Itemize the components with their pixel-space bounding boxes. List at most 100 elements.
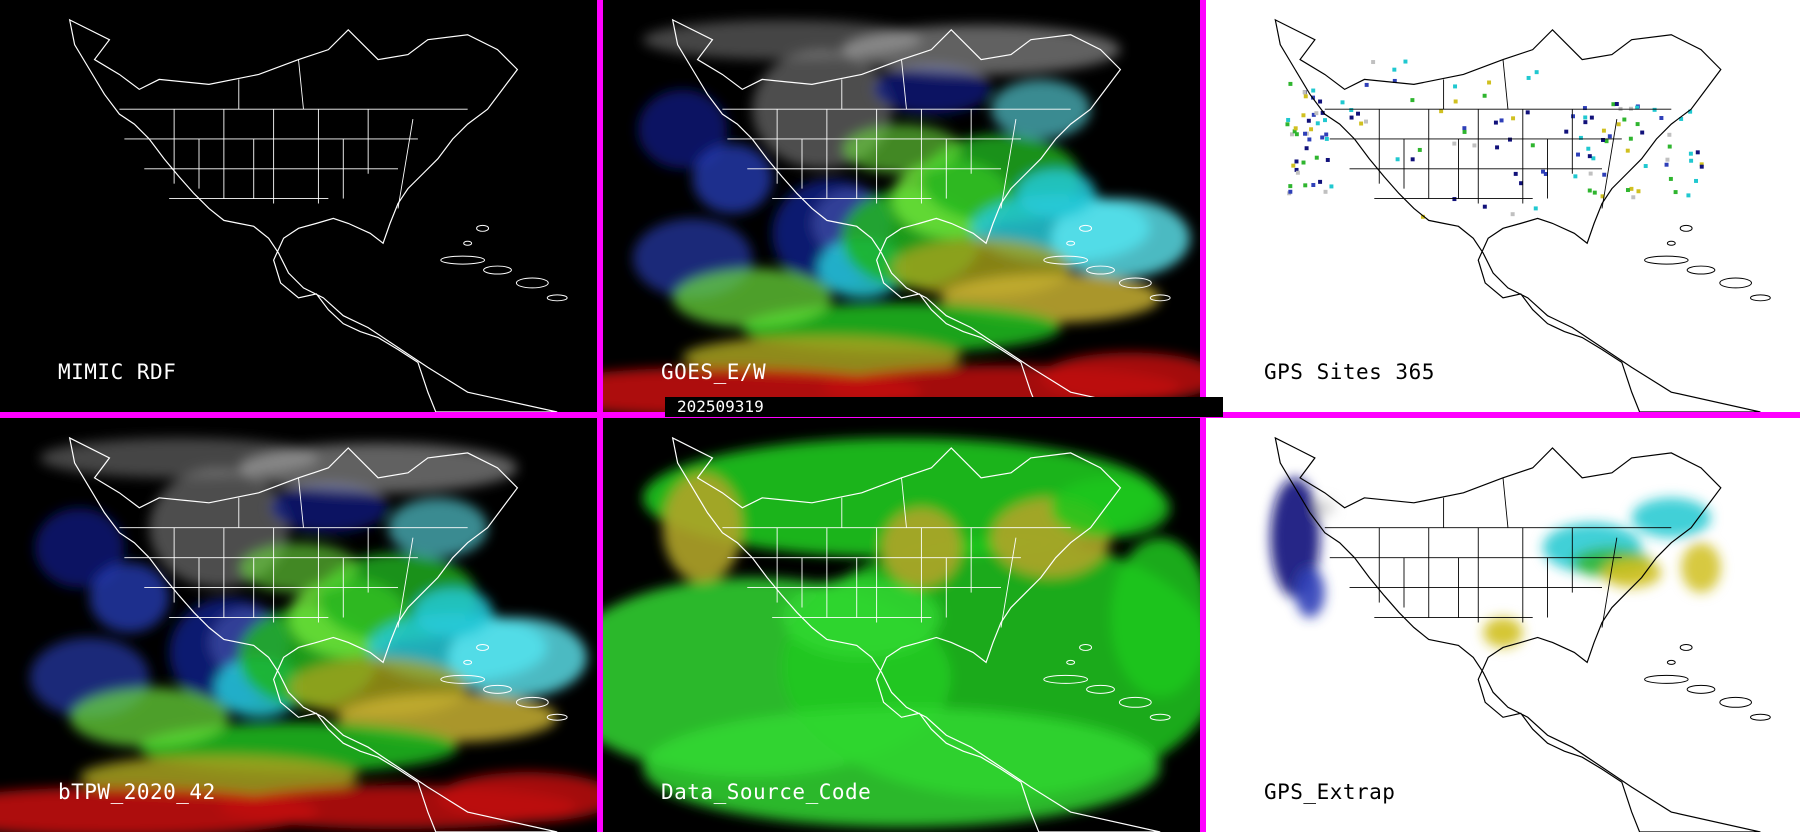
gps-site-marker xyxy=(1303,183,1308,188)
gps-site-marker xyxy=(1576,152,1580,157)
gps-site-marker xyxy=(1303,131,1308,136)
gps-site-marker xyxy=(1640,130,1645,135)
gps-site-marker xyxy=(1587,154,1592,159)
gps-site-marker xyxy=(1291,163,1296,168)
gps-site-marker xyxy=(1294,167,1299,172)
gps-site-marker xyxy=(1513,171,1518,176)
island-outline xyxy=(1086,265,1115,275)
gps-site-marker xyxy=(1588,171,1593,176)
panel-btpw: bTPW_2020_42 xyxy=(0,418,597,832)
state-boundary xyxy=(298,477,304,528)
island-outline xyxy=(546,294,568,302)
island-outline xyxy=(515,277,549,289)
island-outline xyxy=(1086,684,1115,694)
state-boundary xyxy=(1601,537,1618,628)
gps-site-marker xyxy=(1349,108,1354,113)
data-field-blob xyxy=(662,472,743,583)
state-boundary xyxy=(397,537,414,628)
gps-site-marker xyxy=(1543,171,1548,176)
gps-site-marker xyxy=(1688,151,1693,156)
island-outline xyxy=(476,643,490,651)
gps-site-marker xyxy=(1611,102,1616,107)
data-field-blob xyxy=(238,542,359,593)
gps-site-marker xyxy=(1371,60,1376,65)
gps-site-marker xyxy=(1295,170,1300,175)
gps-site-marker xyxy=(1533,206,1538,211)
data-field-layer xyxy=(0,437,597,832)
state-boundary xyxy=(901,477,907,528)
data-field-blob xyxy=(412,587,493,638)
gps-site-marker xyxy=(1309,127,1314,132)
gps-site-marker xyxy=(1487,80,1492,85)
data-field-blob xyxy=(268,482,389,533)
gps-site-marker xyxy=(1573,174,1578,179)
gps-site-marker xyxy=(1420,214,1425,219)
data-field-blob xyxy=(1483,617,1523,648)
data-field-blob xyxy=(34,507,125,588)
island-outline xyxy=(1750,294,1771,302)
gps-site-marker xyxy=(1583,115,1588,120)
panel-label: GPS Sites 365 xyxy=(1264,360,1435,384)
island-outline xyxy=(1644,255,1689,265)
map-canvas xyxy=(603,18,1200,412)
data-field-blob xyxy=(692,143,773,214)
gps-site-marker xyxy=(1589,115,1594,120)
data-field-blob xyxy=(238,442,518,493)
gps-site-marker xyxy=(1395,157,1400,162)
gps-site-marker xyxy=(1410,157,1415,162)
gps-site-marker xyxy=(1591,156,1596,161)
gps-site-marker xyxy=(1462,126,1467,131)
data-field-blob xyxy=(89,562,170,633)
island-outline xyxy=(463,240,473,246)
gps-site-marker xyxy=(1530,143,1535,148)
island-outline xyxy=(440,674,486,684)
gps-site-marker xyxy=(1364,82,1369,87)
gps-site-marker xyxy=(1586,146,1591,151)
coastline xyxy=(1274,18,1761,412)
gps-site-marker xyxy=(1583,120,1588,125)
panel-label: bTPW_2020_42 xyxy=(58,780,216,804)
gps-site-marker xyxy=(1452,197,1457,202)
gps-site-marker xyxy=(1571,114,1575,119)
gps-site-marker xyxy=(1482,204,1487,209)
data-field-blob xyxy=(1110,537,1200,698)
gps-site-marker xyxy=(1417,147,1422,152)
gps-site-marker xyxy=(1659,116,1664,120)
gps-site-marker xyxy=(1340,100,1345,105)
gps-site-marker xyxy=(1694,178,1699,183)
gps-site-marker xyxy=(1587,188,1592,193)
gps-site-marker xyxy=(1564,129,1569,134)
gps-site-marker xyxy=(1526,75,1531,80)
gps-site-marker xyxy=(1403,59,1408,64)
island-outline xyxy=(1679,224,1693,232)
gps-site-marker xyxy=(1668,176,1673,181)
gps-site-marker xyxy=(1329,184,1334,189)
gps-site-marker xyxy=(1301,113,1306,118)
gps-site-marker xyxy=(1578,135,1583,140)
gps-site-marker xyxy=(1304,146,1309,151)
gps-site-marker xyxy=(1511,116,1516,121)
panel-label: MIMIC RDF xyxy=(58,360,177,384)
gps-site-marker xyxy=(1499,118,1504,123)
gps-site-marker xyxy=(1508,137,1512,142)
data-field-blob xyxy=(69,687,229,748)
island-outline xyxy=(483,684,512,694)
island-outline xyxy=(1066,240,1076,246)
data-field-blob xyxy=(1295,567,1325,618)
gps-site-marker xyxy=(1673,190,1678,195)
gps-site-marker xyxy=(1631,195,1636,200)
gps-site-marker xyxy=(1582,106,1587,111)
gps-site-marker xyxy=(1686,193,1691,198)
gps-site-marker xyxy=(1289,132,1294,137)
gps-site-marker xyxy=(1293,126,1298,131)
gps-site-marker xyxy=(1629,186,1634,191)
island-outline xyxy=(1043,255,1089,265)
island-outline xyxy=(1149,294,1171,302)
data-field-blob xyxy=(437,772,597,823)
gps-site-marker xyxy=(1315,121,1320,126)
gps-site-marker xyxy=(1285,122,1290,127)
gps-site-marker xyxy=(1314,155,1319,160)
panel-data-source-code: Data_Source_Code xyxy=(603,418,1200,832)
data-field-blob xyxy=(1602,557,1662,588)
panel-label: Data_Source_Code xyxy=(661,780,872,804)
